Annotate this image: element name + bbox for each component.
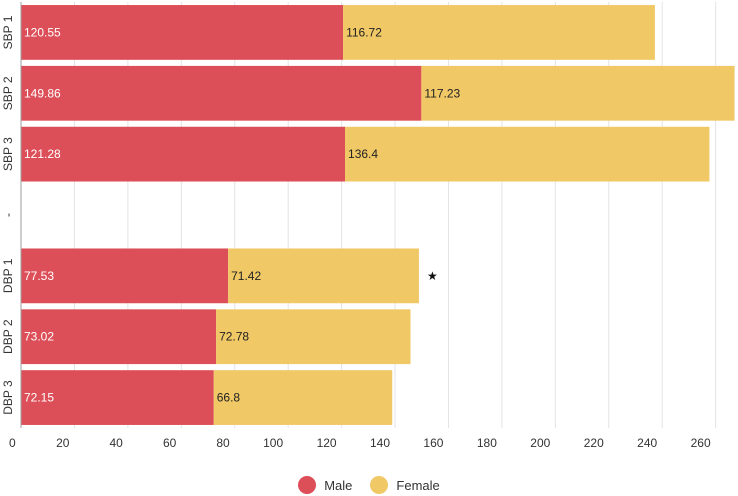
legend-item-female[interactable]: Female [370, 476, 440, 494]
legend-swatch-male [298, 476, 317, 494]
category-label-dbp-2: DBP 2 [1, 319, 15, 354]
bar-male-sbp-2 [21, 65, 422, 121]
data-label-male-dbp-1: 77.53 [24, 269, 54, 283]
category-label-blank: - [1, 213, 15, 217]
legend-label-male: Male [324, 477, 353, 493]
bar-female-dbp-3 [213, 370, 393, 425]
x-tick-label-40: 40 [110, 436, 124, 450]
legend: Male Female [0, 476, 738, 494]
x-tick-label-80: 80 [216, 436, 230, 450]
data-label-female-sbp-3: 136.4 [348, 147, 378, 161]
x-tick-label-140: 140 [370, 436, 390, 450]
x-tick-label-20: 20 [56, 436, 70, 450]
bar-female-dbp-1 [228, 248, 419, 304]
data-label-male-sbp-2: 149.86 [24, 86, 61, 100]
data-label-female-sbp-2: 117.23 [424, 86, 460, 100]
bar-female-sbp-3 [345, 126, 710, 182]
legend-swatch-female [370, 476, 389, 494]
x-tick-label-100: 100 [263, 436, 283, 450]
bar-female-sbp-2 [421, 65, 735, 121]
bar-male-dbp-1 [21, 248, 229, 304]
x-tick-label-180: 180 [477, 436, 497, 450]
category-label-sbp-3: SBP 3 [1, 137, 15, 171]
data-label-male-sbp-3: 121.28 [24, 147, 61, 161]
legend-item-male[interactable]: Male [298, 476, 352, 494]
category-label-sbp-2: SBP 2 [1, 76, 15, 110]
bar-male-dbp-3 [21, 370, 214, 425]
x-tick-label-120: 120 [317, 436, 337, 450]
legend-label-female: Female [396, 477, 440, 493]
axes: 0 20 40 60 80 100 120 140 160 180 200 220 240 260 SBP … [1, 2, 711, 450]
data-label-female-dbp-1: 71.42 [231, 269, 261, 283]
data-label-male-dbp-3: 72.15 [24, 391, 54, 405]
bar-female-dbp-2 [216, 309, 411, 365]
x-tick-label-220: 220 [584, 436, 604, 450]
x-tick-label-200: 200 [530, 436, 550, 450]
x-tick-label-160: 160 [423, 436, 443, 450]
x-tick-label-240: 240 [637, 436, 657, 450]
data-label-male-sbp-1: 120.55 [24, 25, 61, 39]
x-tick-label-0: 0 [9, 436, 16, 450]
bar-female-sbp-1 [343, 5, 655, 60]
data-label-female-dbp-3: 66.8 [217, 391, 241, 405]
star-icon: ★ [427, 269, 438, 283]
x-tick-label-60: 60 [163, 436, 177, 450]
bar-male-sbp-1 [21, 5, 344, 60]
data-label-female-dbp-2: 72.78 [219, 330, 249, 344]
bar-male-sbp-3 [21, 126, 346, 182]
bars [21, 5, 735, 425]
data-labels: 120.55 116.72 149.86 117.23 121.28 136.4 77.53… [24, 25, 461, 404]
category-label-dbp-3: DBP 3 [1, 380, 15, 415]
bar-male-dbp-2 [21, 309, 217, 365]
category-label-dbp-1: DBP 1 [1, 258, 15, 293]
x-tick-label-260: 260 [691, 436, 711, 450]
data-label-female-sbp-1: 116.72 [346, 25, 382, 39]
data-label-male-dbp-2: 73.02 [24, 330, 54, 344]
category-label-sbp-1: SBP 1 [1, 15, 15, 49]
